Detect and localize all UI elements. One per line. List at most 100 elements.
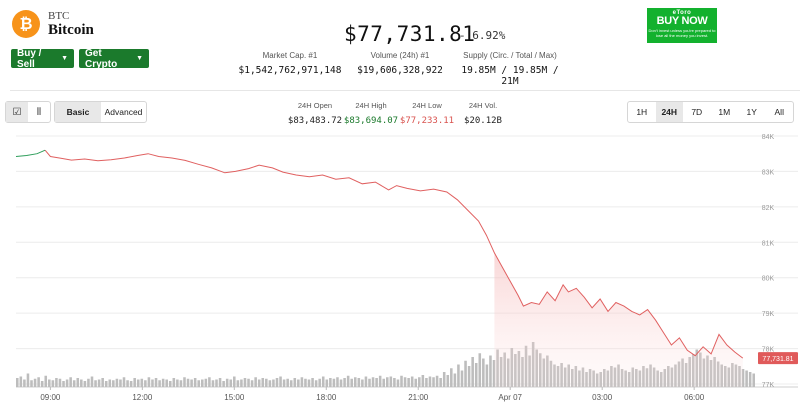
ohlc-low: 24H Low $77,233.11 [397, 101, 457, 126]
volume-bar [65, 379, 69, 387]
volume-bar [293, 378, 297, 387]
volume-bar [122, 377, 126, 387]
volume-bar [478, 353, 482, 387]
ad-cta: BUY NOW [656, 15, 708, 27]
volume-bar [129, 381, 133, 387]
ohlc-label: 24H Open [297, 101, 333, 110]
volume-bar [62, 381, 65, 387]
volume-bar [364, 376, 368, 387]
volume-bar [193, 378, 197, 387]
volume-bar [410, 376, 414, 387]
x-tick-label: 18:00 [316, 393, 337, 402]
coin-symbol: BTC [48, 10, 70, 22]
x-tick-label: 12:00 [132, 393, 153, 402]
get-crypto-label: Get Crypto [85, 47, 118, 70]
volume-bar [311, 378, 314, 387]
volume-bar [144, 380, 147, 387]
volume-bar [474, 363, 478, 387]
volume-bar [69, 377, 72, 387]
volume-bar [275, 378, 279, 387]
volume-bar [158, 380, 161, 387]
volume-bar [403, 377, 407, 387]
stat-label: Market Cap. #1 [262, 51, 318, 60]
volume-bar [361, 379, 364, 387]
y-tick-label: 78K [762, 347, 775, 354]
volume-bar [80, 379, 83, 387]
volume-bar [492, 360, 496, 387]
range-7d-button[interactable]: 7D [691, 107, 703, 117]
volume-bar [378, 375, 382, 387]
x-tick-label: 21:00 [408, 393, 429, 402]
range-1h-button[interactable]: 1H [636, 107, 648, 117]
volume-bar [442, 372, 446, 387]
x-tick-label: 06:00 [684, 393, 705, 402]
x-tick-label: 15:00 [224, 393, 245, 402]
caret-down-icon: ▼ [136, 55, 143, 62]
get-crypto-button[interactable]: Get Crypto ▼ [79, 47, 149, 70]
volume-bar [165, 379, 168, 387]
range-24h-button[interactable]: 24H [655, 102, 683, 122]
range-1y-button[interactable]: 1Y [746, 107, 757, 117]
volume-bar [464, 360, 467, 387]
price-line [44, 149, 744, 359]
volume-bar [161, 378, 165, 387]
range-1m-button[interactable]: 1M [718, 107, 731, 117]
volume-bar [201, 379, 204, 387]
volume-bar [90, 376, 94, 387]
volume-bar [329, 378, 332, 387]
volume-bar [154, 378, 158, 387]
volume-bar [151, 379, 154, 387]
volume-bar [418, 377, 421, 387]
range-all-button[interactable]: All [774, 107, 784, 117]
ohlc-volume: 24H Vol. $20.12B [458, 101, 508, 126]
etoro-ad-banner[interactable]: eToro BUY NOW Don't invest unless you're… [647, 8, 717, 43]
volume-bar [745, 370, 748, 387]
volume-bar [140, 378, 144, 387]
volume-bar [282, 379, 286, 387]
volume-bar [314, 380, 318, 387]
volume-bar [446, 375, 450, 387]
volume-bar [190, 379, 193, 387]
buy-sell-button[interactable]: Buy / Sell ▼ [11, 48, 74, 70]
stat-value: 19.85M / 19.85M / 21M [461, 65, 559, 87]
volume-bar [76, 378, 80, 387]
volume-bar [375, 378, 378, 387]
volume-bar [204, 378, 208, 387]
volume-bar [261, 378, 265, 387]
volume-bar [208, 377, 211, 387]
y-tick-label: 84K [762, 134, 775, 141]
volume-bar [147, 377, 151, 387]
volume-bar [72, 380, 76, 387]
volume-bar [240, 379, 243, 387]
candlestick-toggle-icon[interactable]: ☑ [6, 102, 28, 122]
volume-bar [272, 379, 275, 387]
price-chart[interactable]: 84K 83K 82K 81K 80K 79K 78K 77K 09:00 12:00 15:00… [0, 128, 810, 410]
volume-bar [94, 380, 97, 387]
stat-volume: Volume (24h) #1 $19,606,328,922 [350, 51, 450, 76]
volume-bar [119, 379, 122, 387]
volume-bar [254, 377, 257, 387]
line-toggle-icon[interactable]: ⫴ [36, 106, 42, 118]
ohlc-value: $83,694.07 [343, 116, 399, 126]
time-range-selector: 1H 24H 7D 1M 1Y All [627, 101, 794, 123]
volume-bar [229, 379, 233, 387]
mode-advanced-button[interactable]: Advanced [104, 107, 143, 117]
volume-bar [48, 379, 51, 387]
volume-bar [44, 375, 48, 387]
volume-bar [126, 380, 129, 387]
volume-bar [489, 355, 492, 387]
mode-basic-button[interactable]: Basic [55, 102, 101, 122]
volume-bar [168, 381, 172, 387]
ohlc-label: 24H Low [412, 101, 442, 110]
volume-bar [407, 378, 410, 387]
volume-bar [357, 378, 361, 387]
volume-bar [186, 378, 190, 387]
volume-bar [343, 378, 346, 387]
volume-bar [741, 369, 745, 387]
volume-bar [428, 376, 432, 387]
volume-bar [268, 380, 272, 387]
volume-bar [233, 376, 236, 387]
chart-style-toggle: ☑ ⫴ [5, 101, 51, 123]
volume-bar [382, 378, 385, 387]
x-tick-label: 03:00 [592, 393, 613, 402]
